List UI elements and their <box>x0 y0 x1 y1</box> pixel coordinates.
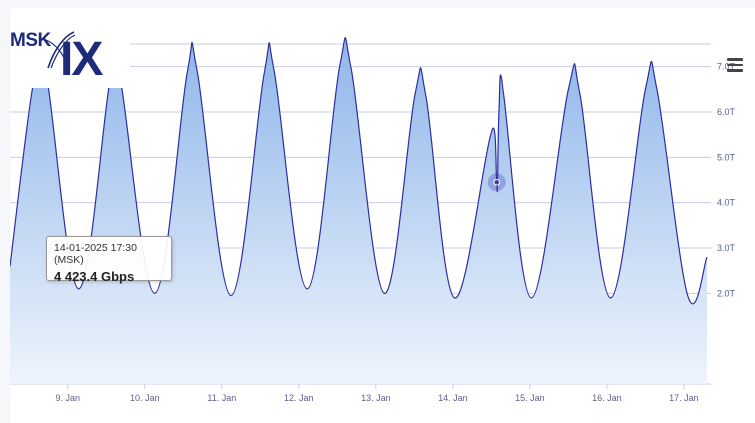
hover-point[interactable] <box>493 178 501 186</box>
x-tick-label: 11. Jan <box>207 393 236 403</box>
x-tick-label: 14. Jan <box>438 393 468 403</box>
y-tick-label: 7.0T <box>717 62 736 72</box>
y-tick-label: 4.0T <box>717 198 736 208</box>
x-tick-label: 15. Jan <box>515 393 545 403</box>
chart-context-menu-button[interactable] <box>723 53 747 77</box>
x-tick-label: 16. Jan <box>592 393 622 403</box>
traffic-area-fill <box>10 37 707 384</box>
logo-msk-text: MSK <box>10 30 51 51</box>
tooltip-time: 14-01-2025 17:30 (MSK) <box>54 242 137 266</box>
y-tick-label: 3.0T <box>717 243 736 253</box>
logo-swoosh-icon <box>46 31 76 69</box>
traffic-chart: 2.0T 3.0T 4.0T 5.0T 6.0T 7.0T 9. Jan 10. Jan 11.… <box>10 37 736 403</box>
y-tick-label: 2.0T <box>717 288 736 298</box>
logo-ix-text: IX <box>60 33 103 86</box>
traffic-series-line[interactable] <box>10 37 708 305</box>
y-tick-label: 5.0T <box>717 152 736 162</box>
y-tick-label: 6.0T <box>717 107 736 117</box>
x-tick-label: 12. Jan <box>284 393 314 403</box>
tooltip-value: 4 423.4 Gbps <box>54 269 135 284</box>
mskix-logo: MSK IX <box>10 8 130 88</box>
x-tick-label: 10. Jan <box>130 393 160 403</box>
x-tick-label: 9. Jan <box>55 393 80 403</box>
chart-tooltip: 14-01-2025 17:30 (MSK) 4 423.4 Gbps <box>46 236 172 284</box>
x-tick-label: 17. Jan <box>669 393 699 403</box>
traffic-chart-card: 2.0T 3.0T 4.0T 5.0T 6.0T 7.0T 9. Jan 10. Jan 11.… <box>10 8 755 423</box>
x-tick-label: 13. Jan <box>361 393 391 403</box>
